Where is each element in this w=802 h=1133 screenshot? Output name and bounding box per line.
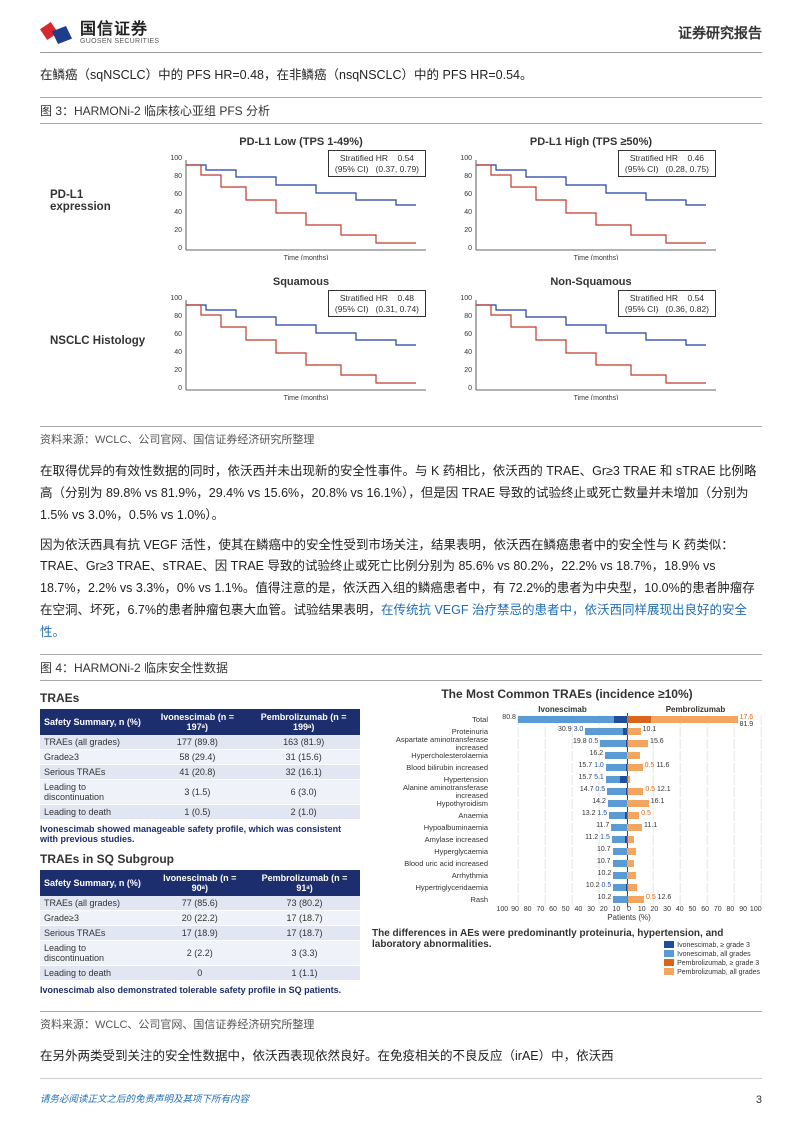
fig4-title: 图 4：HARMONi-2 临床安全性数据	[40, 654, 762, 681]
svg-text:Time (months): Time (months)	[284, 255, 329, 260]
svg-text:80: 80	[464, 313, 472, 320]
svg-text:20: 20	[464, 367, 472, 374]
svg-text:Time (months): Time (months)	[284, 395, 329, 400]
table2-caption: Ivonescimab also demonstrated tolerable …	[40, 985, 360, 995]
company-name-en: GUOSEN SECURITIES	[80, 38, 159, 45]
fig4-container: TRAEs Safety Summary, n (%)Ivonescimab (…	[40, 681, 762, 1011]
tornado-xlabel: Patients (%)	[496, 913, 762, 922]
tornado-legend: Ivonescimab, ≥ grade 3Ivonescimab, all g…	[664, 941, 760, 977]
report-type: 证券研究报告	[678, 23, 762, 43]
svg-text:Time (months): Time (months)	[574, 255, 619, 260]
tornado-chart: Total 80.8 17.6 81.9 Proteinuria 30.9 3.…	[372, 714, 762, 906]
logo-icon	[40, 20, 74, 46]
intro-paragraph: 在鳞癌（sqNSCLC）中的 PFS HR=0.48，在非鳞癌（nsqNSCLC…	[40, 65, 762, 87]
footer-disclaimer: 请务必阅读正文之后的免责声明及其项下所有内容	[40, 1078, 762, 1105]
svg-text:20: 20	[174, 367, 182, 374]
tornado-group-header: Ivonescimab Pembrolizumab	[496, 705, 762, 714]
svg-text:60: 60	[464, 191, 472, 198]
fig3-title: 图 3：HARMONi-2 临床核心亚组 PFS 分析	[40, 97, 762, 124]
svg-text:100: 100	[170, 295, 182, 302]
traes-sq-title: TRAEs in SQ Subgroup	[40, 852, 360, 866]
km-panel-pdl1-high: PD-L1 High (TPS ≥50%) 020406080100 Time …	[456, 136, 726, 266]
page-number: 3	[756, 1094, 762, 1106]
trae-chart-title: The Most Common TRAEs (incidence ≥10%)	[372, 687, 762, 701]
company-name-cn: 国信证券	[80, 22, 159, 38]
group-right: Pembrolizumab	[629, 705, 762, 714]
svg-text:80: 80	[174, 173, 182, 180]
traes-title: TRAEs	[40, 691, 360, 705]
paragraph-3: 因为依沃西具有抗 VEGF 活性，使其在鳞癌中的安全性受到市场关注，结果表明，依…	[40, 535, 762, 644]
svg-text:20: 20	[174, 227, 182, 234]
fig3-container: PD-L1 expression PD-L1 Low (TPS 1-49%) 0…	[40, 124, 762, 426]
svg-text:40: 40	[464, 209, 472, 216]
fig3-source: 资料来源：WCLC、公司官网、国信证券经济研究所整理	[40, 426, 762, 453]
svg-text:40: 40	[174, 349, 182, 356]
logo-block: 国信证券 GUOSEN SECURITIES	[40, 20, 159, 46]
km-panel-squamous: Squamous 020406080100 Time (months) Stra…	[166, 276, 436, 406]
km-panel-pdl1-low: PD-L1 Low (TPS 1-49%) 020406080100 Time …	[166, 136, 436, 266]
tornado-axis: 1009080706050403020100102030405060708090…	[496, 906, 762, 913]
km-panel-nonsquamous: Non-Squamous 020406080100 Time (months) …	[456, 276, 726, 406]
svg-text:0: 0	[468, 385, 472, 392]
svg-text:40: 40	[464, 349, 472, 356]
svg-text:0: 0	[468, 245, 472, 252]
fig3-row2-label: NSCLC Histology	[50, 335, 146, 347]
svg-text:60: 60	[464, 331, 472, 338]
paragraph-2: 在取得优异的有效性数据的同时，依沃西并未出现新的安全性事件。与 K 药相比，依沃…	[40, 461, 762, 527]
svg-text:Time (months): Time (months)	[574, 395, 619, 400]
group-left: Ivonescimab	[496, 705, 629, 714]
svg-text:100: 100	[460, 295, 472, 302]
svg-text:100: 100	[170, 155, 182, 162]
svg-text:0: 0	[178, 385, 182, 392]
svg-text:0: 0	[178, 245, 182, 252]
fig3-row1-label: PD-L1 expression	[50, 189, 146, 213]
safety-table-sq: Safety Summary, n (%)Ivonescimab (n = 90…	[40, 870, 360, 981]
svg-text:100: 100	[460, 155, 472, 162]
svg-text:60: 60	[174, 191, 182, 198]
svg-text:60: 60	[174, 331, 182, 338]
svg-text:40: 40	[174, 209, 182, 216]
paragraph-4: 在另外两类受到关注的安全性数据中，依沃西表现依然良好。在免疫相关的不良反应（ir…	[40, 1046, 762, 1068]
safety-table-all: Safety Summary, n (%)Ivonescimab (n = 19…	[40, 709, 360, 820]
fig4-source: 资料来源：WCLC、公司官网、国信证券经济研究所整理	[40, 1011, 762, 1038]
table1-caption: Ivonescimab showed manageable safety pro…	[40, 824, 360, 844]
page-header: 国信证券 GUOSEN SECURITIES 证券研究报告	[40, 20, 762, 53]
svg-text:80: 80	[174, 313, 182, 320]
svg-text:80: 80	[464, 173, 472, 180]
svg-text:20: 20	[464, 227, 472, 234]
